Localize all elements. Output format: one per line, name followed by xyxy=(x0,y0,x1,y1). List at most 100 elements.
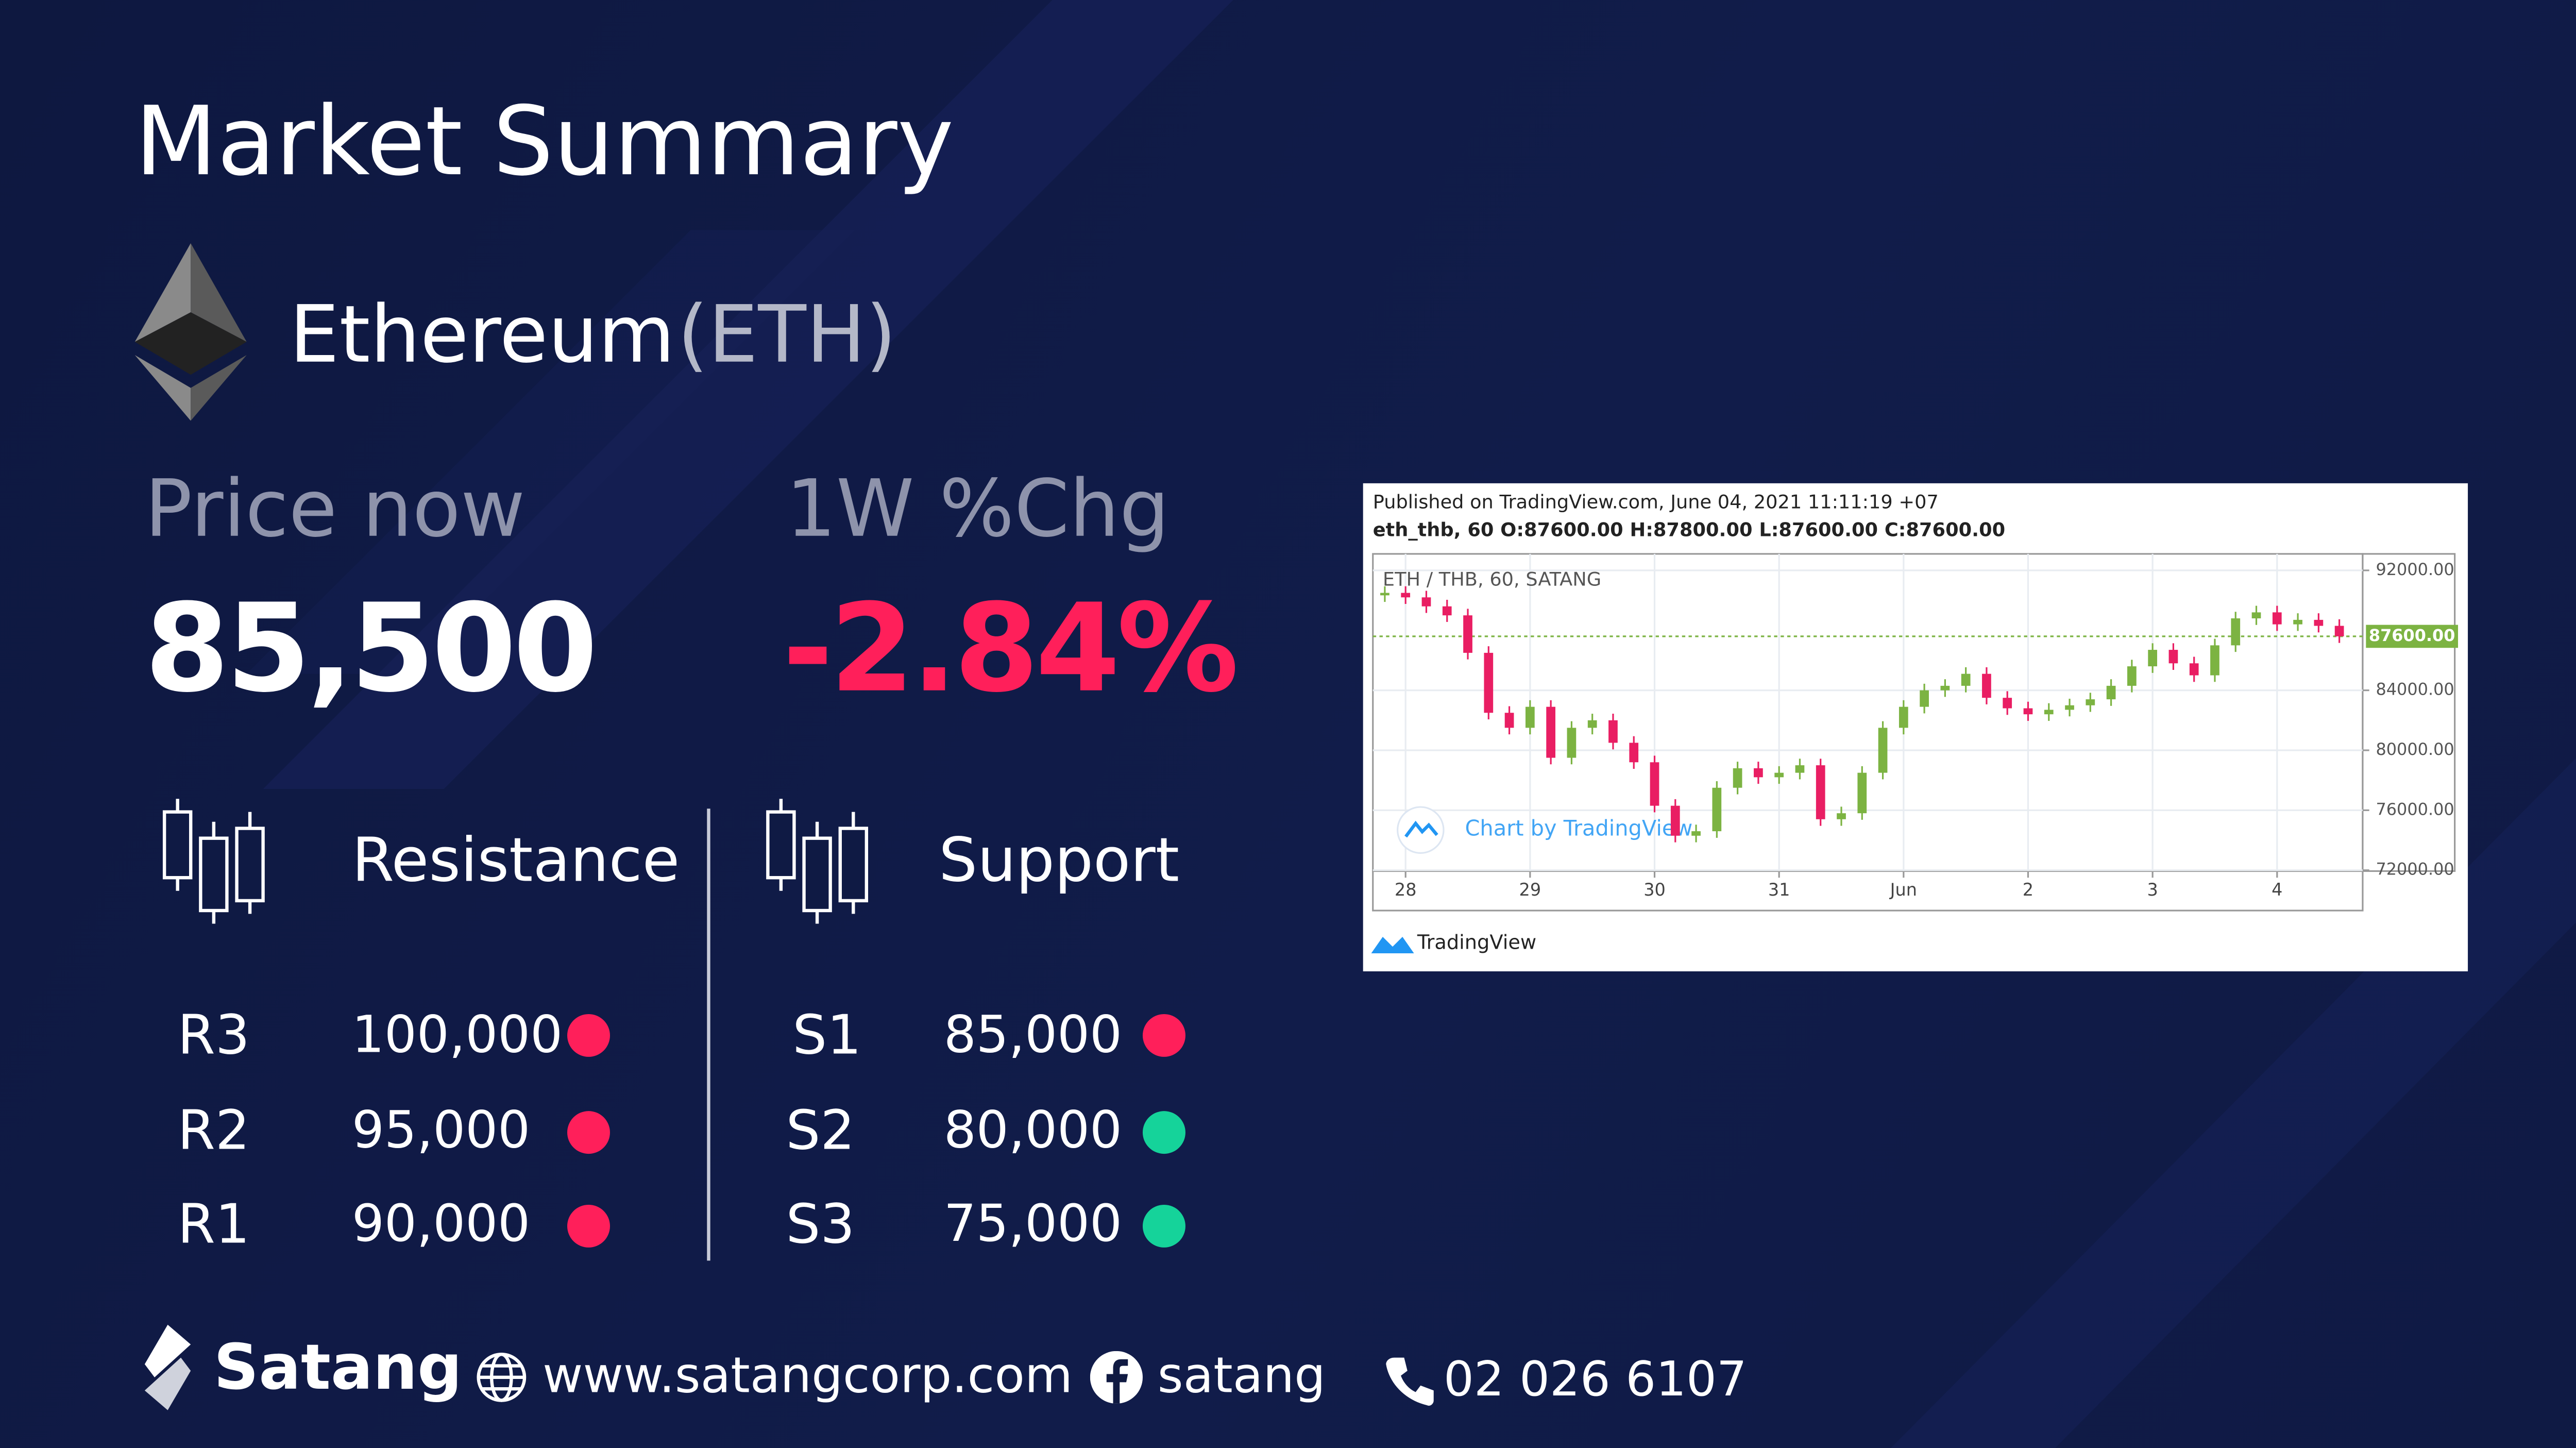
brand: Satang xyxy=(213,1331,463,1404)
candle xyxy=(1587,720,1597,728)
level-label: S3 xyxy=(786,1191,855,1256)
candle xyxy=(1546,706,1555,758)
candle xyxy=(1712,787,1722,832)
y-tick-label: 84000.00 xyxy=(2376,680,2454,699)
last-price-box xyxy=(2366,625,2459,648)
candle xyxy=(1484,652,1494,713)
website: www.satangcorp.com xyxy=(543,1348,1073,1406)
price-value: 85,500 xyxy=(144,578,598,720)
candle xyxy=(2272,612,2282,625)
candle xyxy=(2106,685,2116,700)
candle xyxy=(1567,728,1577,758)
status-dot xyxy=(1142,1111,1185,1154)
candle xyxy=(1795,765,1805,773)
y-tick-label: 92000.00 xyxy=(2376,560,2454,579)
candle xyxy=(2189,663,2199,676)
candle xyxy=(2231,618,2241,646)
price-chart: Published on TradingView.com, June 04, 2… xyxy=(1363,483,2468,972)
coin-name: Ethereum xyxy=(289,289,675,381)
phone-icon xyxy=(1386,1357,1434,1406)
chart-brand: TradingView xyxy=(1417,931,1536,954)
coin-symbol: (ETH) xyxy=(677,289,896,381)
level-value: 90,000 xyxy=(351,1194,531,1254)
candle xyxy=(2168,650,2178,664)
resistance-title: Resistance xyxy=(351,825,680,896)
status-dot xyxy=(1142,1204,1185,1248)
candle xyxy=(2065,705,2074,710)
candle xyxy=(1774,772,1784,778)
last-price-label: 87600.00 xyxy=(2369,626,2455,645)
candle xyxy=(1525,706,1535,728)
phone: 02 026 6107 xyxy=(1443,1351,1747,1407)
candle xyxy=(2210,645,2219,676)
candle xyxy=(1857,772,1867,814)
candle xyxy=(1691,831,1701,836)
plot-frame xyxy=(1372,553,2364,872)
level-label: R1 xyxy=(177,1191,250,1256)
x-tick-label: 2 xyxy=(2023,880,2033,900)
candle xyxy=(1504,713,1514,728)
level-label: S1 xyxy=(792,1002,862,1067)
y-tick-label: 80000.00 xyxy=(2376,739,2454,759)
title: Market Summary xyxy=(134,85,954,197)
x-tick-label: 29 xyxy=(1519,880,1541,900)
change-value: -2.84% xyxy=(783,578,1239,720)
support-icon xyxy=(766,799,869,924)
level-label: R2 xyxy=(177,1098,250,1163)
candle xyxy=(1940,685,1950,691)
axis-frame xyxy=(2362,553,2456,872)
x-tick-label: 28 xyxy=(1395,880,1417,900)
candle xyxy=(1754,768,1763,778)
price-label: Price now xyxy=(144,463,526,556)
level-value: 100,000 xyxy=(351,1006,563,1065)
divider xyxy=(707,809,710,1261)
watermark-icon xyxy=(1404,820,1438,838)
status-dot xyxy=(1142,1014,1185,1057)
facebook-icon xyxy=(1090,1351,1143,1404)
candle xyxy=(2127,666,2137,686)
candle xyxy=(2003,698,2012,709)
candle xyxy=(1982,674,1991,698)
candle xyxy=(1629,743,1639,763)
chart-symbol: ETH / THB, 60, SATANG xyxy=(1383,568,1601,590)
candle xyxy=(2086,699,2095,705)
candle xyxy=(1380,593,1389,596)
candle xyxy=(2314,619,2324,626)
candle xyxy=(1920,690,1929,707)
candle xyxy=(1816,765,1825,819)
y-tick-label: 76000.00 xyxy=(2376,799,2454,819)
candle xyxy=(2148,650,2158,667)
candle xyxy=(1899,706,1908,728)
candle xyxy=(1442,606,1452,616)
level-value: 95,000 xyxy=(351,1101,531,1160)
chart-ohlc: eth_thb, 60 O:87600.00 H:87800.00 L:8760… xyxy=(1373,519,2005,541)
y-tick-label: 72000.00 xyxy=(2376,860,2454,879)
status-dot xyxy=(567,1014,610,1057)
x-tick-label: 31 xyxy=(1768,880,1790,900)
x-tick-label: 4 xyxy=(2272,880,2282,900)
x-tick-label: 30 xyxy=(1643,880,1666,900)
candle xyxy=(1463,615,1472,653)
candle xyxy=(1733,768,1742,788)
candle xyxy=(1401,593,1411,598)
brand-icon xyxy=(1371,937,1414,953)
candle xyxy=(2251,612,2261,618)
satang-logo xyxy=(144,1324,191,1410)
level-label: R3 xyxy=(177,1002,250,1067)
candle xyxy=(2334,626,2344,636)
candle xyxy=(2044,710,2054,715)
candle xyxy=(1961,674,1971,686)
candle xyxy=(1878,728,1888,773)
resistance-icon xyxy=(162,799,265,924)
chart-watermark: Chart by TradingView xyxy=(1465,816,1692,841)
candle xyxy=(2023,708,2033,715)
status-dot xyxy=(567,1111,610,1154)
eth-logo xyxy=(134,243,247,421)
candle xyxy=(1421,597,1431,607)
support-title: Support xyxy=(939,825,1180,896)
candle xyxy=(1650,762,1659,806)
globe-icon xyxy=(477,1353,527,1402)
change-label: 1W %Chg xyxy=(786,463,1170,556)
